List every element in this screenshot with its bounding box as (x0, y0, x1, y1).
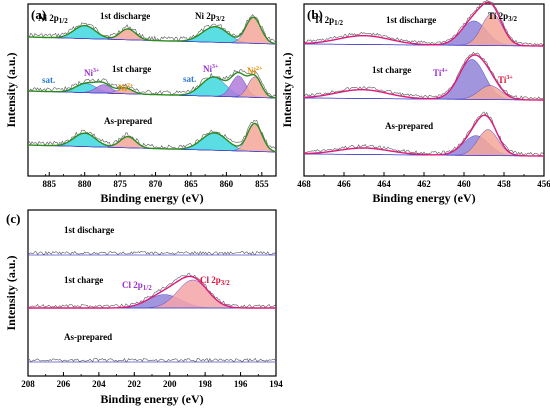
panel-a-spectrum-1-name: 1st discharge (100, 11, 150, 21)
panel-b-spectrum-1-envelope (304, 1, 544, 47)
panel-b-spectrum-3-envelope (304, 114, 544, 157)
panel-a-spectrum-1 (27, 14, 277, 45)
panel-a: 885 880 875 870 865 860 855 (a) Binding energy… (4, 3, 277, 205)
panel-c-spectrum-1 (27, 250, 277, 256)
panel-a-xtick-label-6: 860 (220, 179, 234, 189)
panel-b-xtick-label-1: 468 (297, 179, 311, 189)
panel-b-spectrum-1-raw (303, 0, 545, 47)
panel-b-spectrum-1-name: 1st discharge (386, 15, 436, 25)
panel-b-xtick-label-7: 456 (537, 179, 550, 189)
panel-a-label-sat-1: sat. (42, 75, 55, 85)
panel-c-spectrum-3-raw (27, 357, 277, 363)
panel-b-xtick-label-6: 458 (497, 179, 511, 189)
panel-b-plot (303, 0, 545, 157)
panel-a-xtick-label-5: 865 (184, 179, 198, 189)
panel-a-xtick-label-7: 855 (255, 179, 269, 189)
panel-c-xtick-label-8: 194 (269, 379, 283, 389)
panel-c-spectrum-1-raw (27, 250, 277, 256)
panel-a-spectrum-2-envelope (28, 71, 277, 99)
panel-a-xtick-label-4: 870 (149, 179, 163, 189)
panel-a-letter: (a) (31, 7, 46, 22)
panel-a-ticks: 885 880 875 870 865 860 855 (27, 172, 277, 189)
panel-b-label-ti3plus: Ti3+ (498, 75, 513, 85)
panel-c-spectrum-2-envelope (28, 275, 276, 309)
panel-c-xtick-label-2: 206 (57, 379, 71, 389)
panel-b-letter: (b) (307, 7, 323, 22)
panel-a-xlabel: Binding energy (eV) (100, 191, 203, 205)
panel-a-label-ni3plus-2: Ni3+ (203, 64, 219, 74)
panel-c-frame (27, 209, 277, 377)
panel-b-ticks: 468 466 464 462 460 458 456 (297, 172, 550, 189)
panel-a-spectrum-1-raw (27, 14, 277, 42)
panel-c-xlabel: Binding energy (eV) (100, 392, 203, 406)
panel-b-xtick-label-4: 462 (417, 179, 431, 189)
panel-c-xtick-label-1: 208 (21, 379, 35, 389)
panel-b-spectrum-3 (303, 111, 545, 157)
panel-c: 208 206 204 202 200 198 196 194 (c) Binding ene… (4, 209, 283, 406)
panel-a-label-ni3plus-1: Ni3+ (84, 68, 100, 78)
panel-b-xtick-label-3: 464 (377, 179, 391, 189)
panel-a-label-sat-2: sat. (183, 74, 196, 84)
panel-c-spectrum-1-name: 1st discharge (64, 225, 114, 235)
panel-a-xtick-label-2: 880 (78, 179, 92, 189)
panel-a-spectrum-2 (27, 69, 277, 99)
panel-a-xtick-label-1: 885 (43, 179, 57, 189)
panel-a-ylabel: Intensity (a.u.) (4, 52, 18, 127)
panel-b-spectrum-3-name: As-prepared (385, 121, 433, 131)
panel-b: 468 466 464 462 460 458 456 (b) Binding energy… (280, 0, 550, 205)
panel-c-xtick-label-7: 196 (234, 379, 248, 389)
panel-c-spectrum-3-name: As-prepared (64, 332, 112, 342)
panel-b-ylabel: Intensity (a.u.) (280, 52, 294, 127)
panel-c-ticks: 208 206 204 202 200 198 196 194 (21, 372, 283, 389)
panel-c-ylabel: Intensity (a.u.) (4, 255, 18, 330)
panel-c-xtick-label-6: 198 (198, 379, 212, 389)
panel-c-spectrum-2 (27, 272, 277, 309)
panel-a-label-ni2plus-1: Ni2+ (118, 83, 134, 93)
panel-a-label-ni2plus-2: Ni2+ (247, 66, 263, 76)
panel-b-spectrum-3-raw (304, 111, 545, 156)
panel-a-spectrum-2-name: 1st charge (112, 64, 151, 74)
panel-b-xtick-label-5: 460 (457, 179, 471, 189)
panel-c-xtick-label-4: 202 (128, 379, 142, 389)
panel-c-spectrum-3 (27, 357, 277, 363)
panel-a-xtick-label-3: 875 (113, 179, 127, 189)
panel-b-spectrum-1 (303, 0, 545, 47)
panel-a-spectrum-3-envelope (28, 122, 277, 153)
panel-b-spectrum-2 (303, 51, 545, 101)
panel-b-label-ti4plus: Ti4+ (433, 68, 448, 78)
panel-a-plot (27, 14, 277, 153)
panel-c-plot (27, 250, 277, 363)
panel-c-xtick-label-3: 204 (92, 379, 106, 389)
panel-c-xtick-label-5: 200 (163, 379, 177, 389)
panel-c-letter: (c) (6, 211, 20, 226)
panel-c-spectrum-2-name: 1st charge (64, 275, 103, 285)
panel-b-spectrum-2-envelope (304, 54, 544, 101)
panel-b-spectrum-2-name: 1st charge (372, 65, 411, 75)
panel-b-spectrum-2-raw (303, 51, 545, 100)
panel-a-spectrum-3 (27, 119, 277, 153)
panel-b-xtick-label-2: 466 (337, 179, 351, 189)
panel-b-xlabel: Binding energy (eV) (372, 191, 475, 205)
panel-a-spectrum-3-name: As-prepared (104, 116, 152, 126)
panel-a-spectrum-1-envelope (28, 16, 277, 45)
